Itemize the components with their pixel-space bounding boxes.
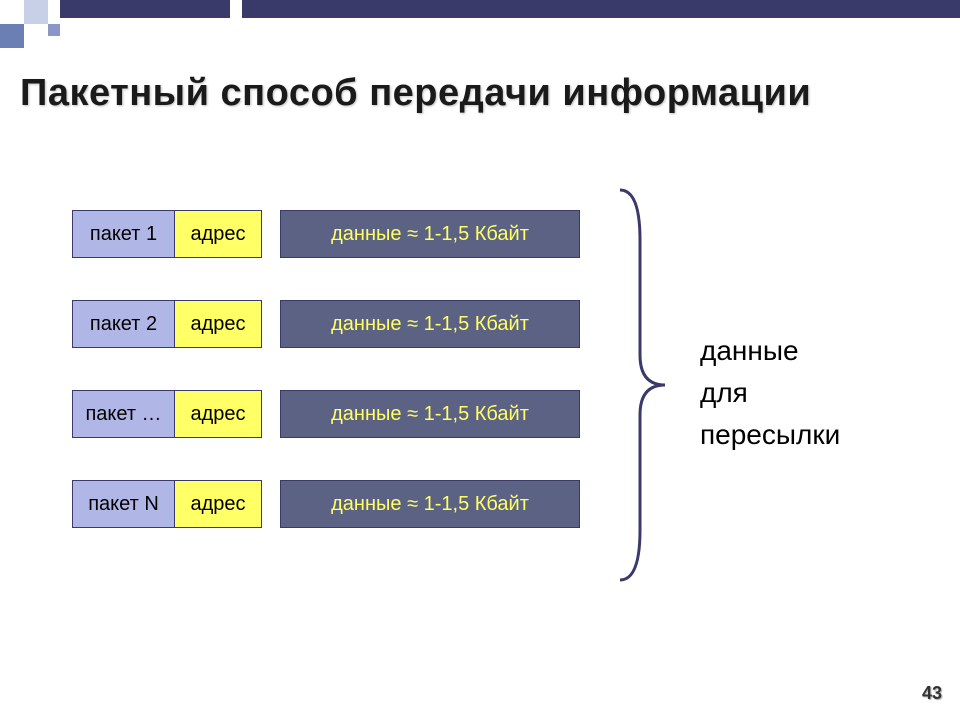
- address-label: адрес: [174, 210, 262, 258]
- data-label: данные ≈ 1-1,5 Кбайт: [280, 480, 580, 528]
- decor-bar: [242, 0, 960, 18]
- packet-label: пакет 2: [72, 300, 174, 348]
- right-label-line2: для: [700, 372, 840, 414]
- packet-row: пакет N адрес данные ≈ 1-1,5 Кбайт: [72, 480, 580, 528]
- decor-sq: [24, 0, 48, 24]
- decor-sq: [0, 24, 24, 48]
- right-label: данные для пересылки: [700, 330, 840, 456]
- packet-label: пакет …: [72, 390, 174, 438]
- data-label: данные ≈ 1-1,5 Кбайт: [280, 210, 580, 258]
- address-label: адрес: [174, 300, 262, 348]
- curly-brace: [610, 180, 670, 590]
- packet-row: пакет 2 адрес данные ≈ 1-1,5 Кбайт: [72, 300, 580, 348]
- page-number: 43: [922, 683, 942, 704]
- address-label: адрес: [174, 480, 262, 528]
- right-label-line3: пересылки: [700, 414, 840, 456]
- packet-label: пакет N: [72, 480, 174, 528]
- packet-label: пакет 1: [72, 210, 174, 258]
- decor-gap: [230, 0, 242, 34]
- decor-sq: [48, 24, 60, 36]
- packet-rows: пакет 1 адрес данные ≈ 1-1,5 Кбайт пакет…: [72, 210, 580, 570]
- packet-row: пакет 1 адрес данные ≈ 1-1,5 Кбайт: [72, 210, 580, 258]
- address-label: адрес: [174, 390, 262, 438]
- decor-bar: [60, 0, 230, 18]
- packet-row: пакет … адрес данные ≈ 1-1,5 Кбайт: [72, 390, 580, 438]
- right-label-line1: данные: [700, 330, 840, 372]
- data-label: данные ≈ 1-1,5 Кбайт: [280, 300, 580, 348]
- header-decor: [0, 0, 960, 34]
- slide-title: Пакетный способ передачи информации: [20, 72, 811, 115]
- data-label: данные ≈ 1-1,5 Кбайт: [280, 390, 580, 438]
